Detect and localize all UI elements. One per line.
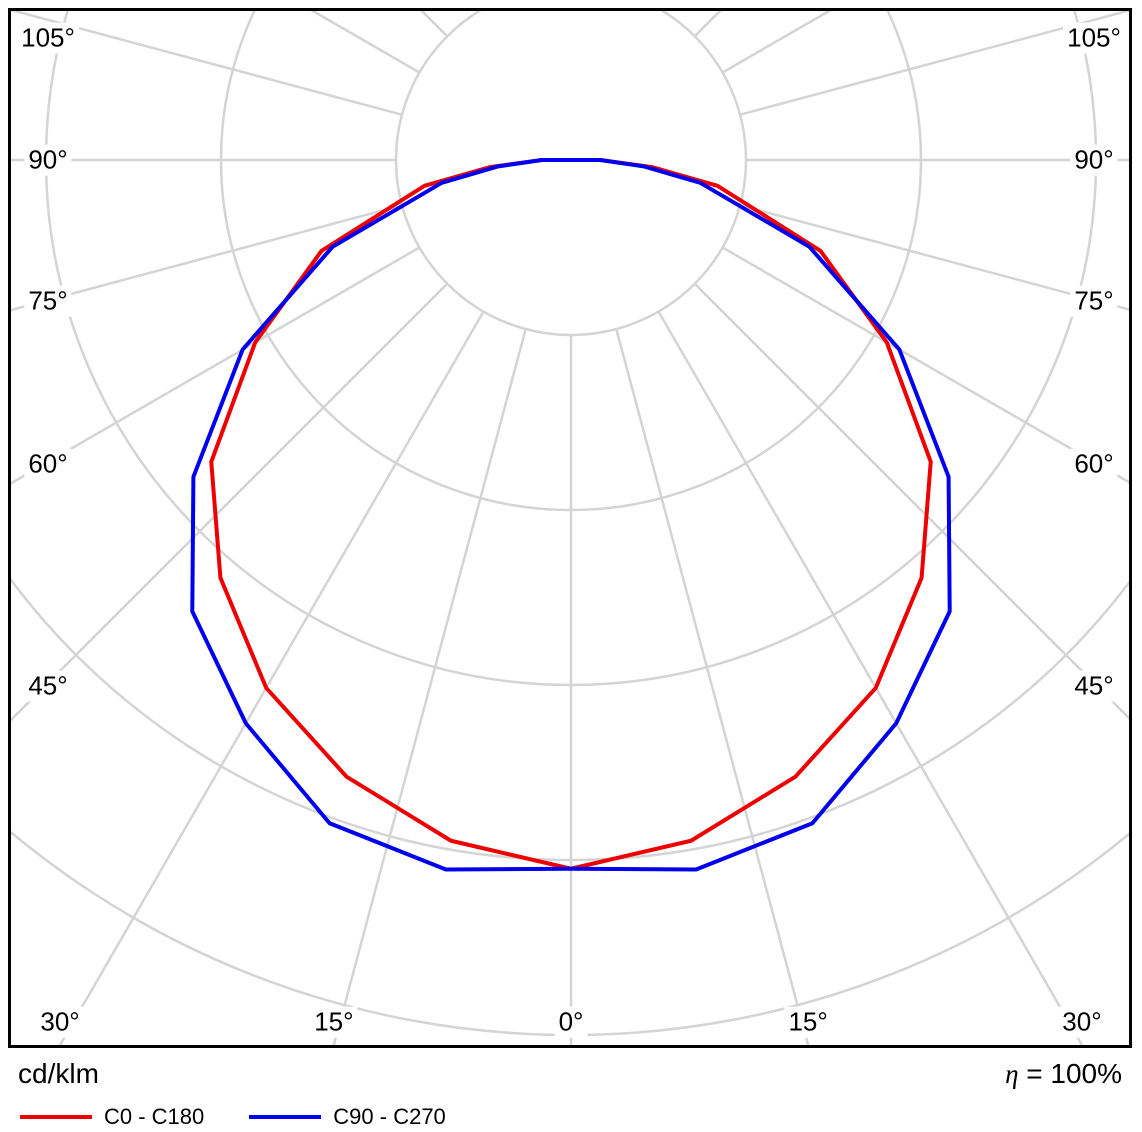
angle-tick-label: 75° [1070,285,1118,317]
legend-label-c90-c270: C90 - C270 [333,1104,446,1129]
legend-label-c0-c180: C0 - C180 [104,1104,205,1129]
grid-radial [11,204,403,312]
angle-tick-label: 30° [36,1006,84,1038]
angle-tick-label: 30° [1058,1006,1106,1038]
angle-tick-label: 15° [310,1006,358,1038]
angle-tick-label: 90° [24,144,72,176]
angle-tick-label: 45° [1070,670,1118,702]
eta-symbol: η [1005,1059,1019,1089]
grid-radial [11,282,449,722]
legend-item-c0-c180: C0 - C180 [20,1104,204,1130]
angle-tick-label: 60° [1070,448,1118,479]
angle-tick-label: 0° [554,1006,588,1038]
grid-radial [739,11,1129,116]
angle-tick-label: 45° [24,670,72,702]
unit-label: cd/klm [18,1058,99,1089]
red-curve-swatch [20,1115,92,1119]
grid-ring [394,11,748,337]
angle-tick-label: 75° [24,285,72,317]
efficiency-value: = 100% [1026,1058,1122,1089]
grid-radial [657,310,1084,1045]
grid-radial [721,246,1129,484]
angle-tick-label: 105° [17,22,79,54]
polar-chart-frame: 105° 105° 90° 90° 75° 75° 60° 60° 45° 45° 30° 30° 15… [8,8,1132,1048]
efficiency-label: η = 100% [1005,1058,1122,1090]
curve-c90-c270 [190,158,952,872]
polar-chart [11,11,1129,1045]
grid-radial [739,204,1129,311]
angle-tick-label: 15° [784,1006,832,1038]
grid-radial [11,11,403,116]
legend-item-c90-c270: C90 - C270 [249,1104,446,1130]
angle-tick-label: 105° [1063,22,1125,54]
legend: C0 - C180 C90 - C270 [20,1104,446,1130]
blue-curve-swatch [249,1115,322,1119]
angle-tick-label: 90° [1070,144,1118,176]
grid-radial [693,282,1129,720]
grid-radial [58,310,485,1045]
angle-tick-label: 60° [24,448,72,479]
grid-radial [11,246,421,485]
grid-radial [332,328,527,1045]
grid-radial [615,328,810,1045]
